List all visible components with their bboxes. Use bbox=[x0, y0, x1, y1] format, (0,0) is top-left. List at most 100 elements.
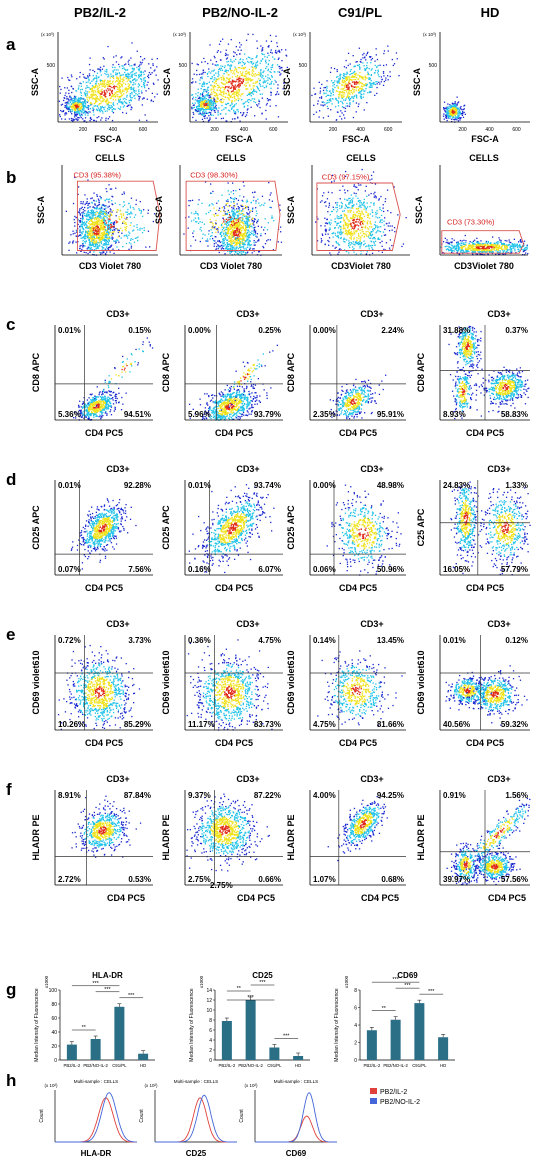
event-dot bbox=[242, 227, 244, 229]
event-dot bbox=[87, 218, 89, 221]
event-dot bbox=[348, 96, 350, 98]
event-dot bbox=[226, 248, 228, 250]
event-dot bbox=[389, 71, 391, 73]
event-dot bbox=[99, 236, 101, 238]
event-dot bbox=[86, 111, 88, 113]
event-dot bbox=[90, 226, 93, 228]
event-dot bbox=[107, 73, 109, 75]
event-dot bbox=[265, 59, 267, 61]
event-dot bbox=[240, 233, 242, 235]
event-dot bbox=[237, 98, 239, 100]
event-dot bbox=[224, 87, 226, 89]
event-dot bbox=[231, 243, 233, 245]
event-dot bbox=[225, 107, 227, 109]
event-dot bbox=[240, 213, 242, 216]
event-dot bbox=[90, 94, 92, 96]
event-dot bbox=[323, 101, 325, 104]
event-dot bbox=[223, 245, 225, 247]
event-dot bbox=[332, 90, 334, 92]
event-dot bbox=[98, 237, 100, 239]
event-dot bbox=[234, 73, 236, 75]
event-dot bbox=[119, 108, 121, 110]
event-dot bbox=[251, 61, 253, 63]
event-dot bbox=[269, 105, 271, 107]
event-dot bbox=[369, 77, 372, 80]
event-dot bbox=[247, 220, 249, 222]
event-dot bbox=[238, 208, 240, 210]
event-dot bbox=[239, 188, 241, 191]
event-dot bbox=[152, 100, 154, 103]
event-dot bbox=[90, 88, 92, 91]
event-dot bbox=[81, 212, 83, 214]
event-dot bbox=[219, 93, 221, 95]
event-dot bbox=[265, 40, 268, 42]
event-dot bbox=[249, 248, 251, 251]
event-dot bbox=[358, 89, 360, 91]
event-dot bbox=[353, 76, 355, 78]
event-dot bbox=[87, 105, 89, 108]
event-dot bbox=[247, 244, 250, 246]
event-dot bbox=[254, 232, 257, 234]
event-dot bbox=[98, 199, 100, 202]
event-dot bbox=[209, 102, 211, 104]
event-dot bbox=[227, 221, 229, 223]
event-dot bbox=[102, 239, 104, 241]
event-dot bbox=[86, 98, 89, 100]
event-dot bbox=[93, 103, 96, 105]
event-dot bbox=[110, 90, 113, 93]
event-dot bbox=[355, 87, 358, 89]
event-dot bbox=[95, 217, 97, 219]
event-dot bbox=[77, 108, 79, 110]
event-dot bbox=[93, 245, 95, 247]
event-dot bbox=[93, 214, 95, 216]
event-dot bbox=[235, 112, 237, 114]
event-dot bbox=[201, 108, 204, 110]
event-dot bbox=[100, 89, 102, 91]
event-dot bbox=[233, 210, 235, 213]
event-dot bbox=[65, 112, 67, 114]
event-dot bbox=[458, 115, 460, 117]
event-dot bbox=[233, 111, 235, 113]
event-dot bbox=[453, 112, 455, 114]
event-dot bbox=[243, 75, 245, 77]
event-dot bbox=[200, 102, 202, 104]
event-dot bbox=[227, 60, 230, 63]
event-dot bbox=[215, 72, 217, 74]
event-dot bbox=[145, 90, 147, 92]
event-dot bbox=[228, 211, 231, 214]
event-dot bbox=[226, 239, 228, 241]
event-dot bbox=[138, 208, 140, 210]
event-dot bbox=[228, 65, 231, 67]
event-dot bbox=[253, 227, 255, 229]
event-dot bbox=[95, 219, 97, 221]
event-dot bbox=[100, 210, 103, 212]
event-dot bbox=[238, 61, 240, 63]
event-dot bbox=[74, 108, 76, 110]
event-dot bbox=[462, 111, 464, 113]
event-dot bbox=[245, 247, 247, 249]
event-dot bbox=[233, 105, 235, 107]
event-dot bbox=[231, 239, 233, 241]
event-dot bbox=[105, 211, 107, 213]
event-dot bbox=[59, 85, 61, 88]
event-dot bbox=[269, 239, 271, 241]
event-dot bbox=[96, 248, 98, 250]
event-dot bbox=[238, 240, 240, 242]
event-dot bbox=[196, 100, 199, 103]
event-dot bbox=[78, 106, 80, 109]
event-dot bbox=[129, 65, 131, 67]
event-dot bbox=[246, 78, 248, 80]
event-dot bbox=[88, 86, 90, 89]
event-dot bbox=[328, 99, 330, 101]
event-dot bbox=[105, 222, 108, 224]
event-dot bbox=[116, 86, 119, 88]
event-dot bbox=[230, 39, 232, 41]
event-dot bbox=[220, 82, 223, 84]
event-dot bbox=[109, 227, 112, 229]
event-dot bbox=[87, 114, 89, 116]
event-dot bbox=[252, 82, 254, 84]
event-dot bbox=[111, 200, 113, 202]
event-dot bbox=[392, 64, 394, 67]
event-dot bbox=[95, 230, 97, 232]
